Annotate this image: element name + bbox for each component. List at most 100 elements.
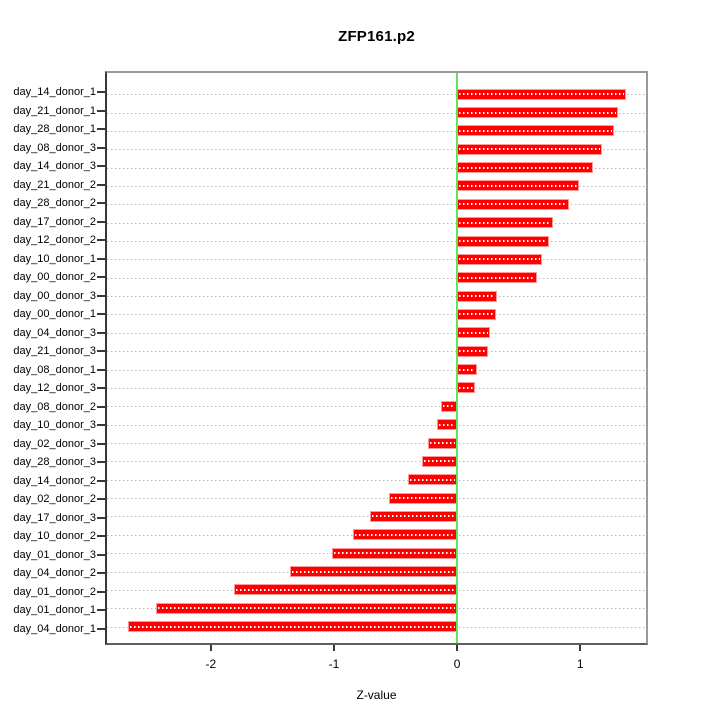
category-label: day_00_donor_3 [13,289,96,302]
dotted-gridline [107,443,646,444]
bar-row [107,269,646,287]
bar-row [107,140,646,158]
category-label: day_01_donor_1 [13,604,96,617]
category-label-row: day_08_donor_2 [0,398,105,417]
category-label: day_17_donor_2 [13,215,96,228]
dotted-gridline [107,332,646,334]
category-label-row: day_21_donor_1 [0,102,105,121]
bar [155,602,457,614]
bar-row [107,544,646,562]
y-tick-mark [97,442,105,445]
x-tick-label: 1 [576,657,584,671]
category-label-row: day_21_donor_3 [0,342,105,361]
category-label-row: day_14_donor_2 [0,472,105,491]
bar [456,345,489,357]
category-label: day_21_donor_3 [13,345,96,358]
bar [428,437,457,449]
bar [407,474,457,486]
dotted-gridline [107,498,646,500]
bar [369,510,457,522]
bar [456,308,496,320]
category-label: day_12_donor_2 [13,234,96,247]
dotted-gridline [107,387,646,389]
bar-row [107,489,646,507]
category-label: day_02_donor_2 [13,493,96,506]
category-label: day_08_donor_1 [13,363,96,376]
bar-row [107,562,646,580]
x-tick-mark [579,645,582,651]
y-tick-mark [97,590,105,593]
category-label-row: day_28_donor_1 [0,120,105,139]
y-tick-mark [97,109,105,112]
y-tick-mark [97,276,105,279]
bar-row [107,158,646,176]
dotted-gridline [107,112,646,114]
bar-dotted-stripe [458,148,600,151]
bar [456,162,594,174]
category-label-row: day_01_donor_2 [0,583,105,602]
dotted-gridline [107,351,646,353]
dotted-gridline [107,241,646,243]
bar [456,382,475,394]
category-label: day_04_donor_3 [13,326,96,339]
category-label-row: day_12_donor_3 [0,379,105,398]
category-label-row: day_02_donor_3 [0,435,105,454]
bar [456,125,615,137]
bar-dotted-stripe [333,552,455,555]
dotted-gridline [107,130,646,132]
bar-row [107,232,646,250]
bar-dotted-stripe [458,221,552,224]
bar-dotted-stripe [292,570,455,573]
category-label-row: day_00_donor_1 [0,305,105,324]
category-label: day_04_donor_2 [13,567,96,580]
bar-row [107,103,646,121]
bar-dotted-stripe [391,497,455,500]
bar [456,235,550,247]
bar [437,419,457,431]
bar [456,290,497,302]
y-tick-mark [97,572,105,575]
category-label-row: day_14_donor_1 [0,83,105,102]
category-label: day_01_donor_3 [13,548,96,561]
bar-row [107,617,646,635]
y-tick-mark [97,405,105,408]
bar [456,272,538,284]
y-tick-mark [97,535,105,538]
bar [352,529,457,541]
y-tick-mark [97,220,105,223]
category-label-row: day_17_donor_3 [0,509,105,528]
category-label-row: day_01_donor_3 [0,546,105,565]
bar-row [107,397,646,415]
category-label: day_01_donor_2 [13,585,96,598]
plot-area [105,71,648,645]
y-tick-mark [97,257,105,260]
bar-dotted-stripe [458,184,577,187]
bar [422,455,457,467]
category-label-row: day_04_donor_2 [0,564,105,583]
category-label-row: day_10_donor_2 [0,527,105,546]
y-tick-mark [97,313,105,316]
bar [456,198,569,210]
dotted-gridline [107,424,646,426]
category-label-row: day_01_donor_1 [0,601,105,620]
bar-row [107,122,646,140]
category-label: day_12_donor_3 [13,382,96,395]
bar [389,492,457,504]
x-tick-label: -2 [205,657,217,671]
y-tick-mark [97,294,105,297]
category-label-row: day_04_donor_1 [0,620,105,639]
bar-row [107,526,646,544]
dotted-gridline [107,406,646,408]
y-tick-mark [97,165,105,168]
dotted-gridline [107,277,646,279]
bar-dotted-stripe [458,240,548,243]
bar-dotted-stripe [458,258,541,261]
bar-row [107,415,646,433]
bar-dotted-stripe [439,423,455,426]
bar [456,364,478,376]
bar-rows [107,73,646,643]
category-label: day_28_donor_1 [13,123,96,136]
dotted-gridline [107,479,646,481]
category-label: day_28_donor_3 [13,456,96,469]
